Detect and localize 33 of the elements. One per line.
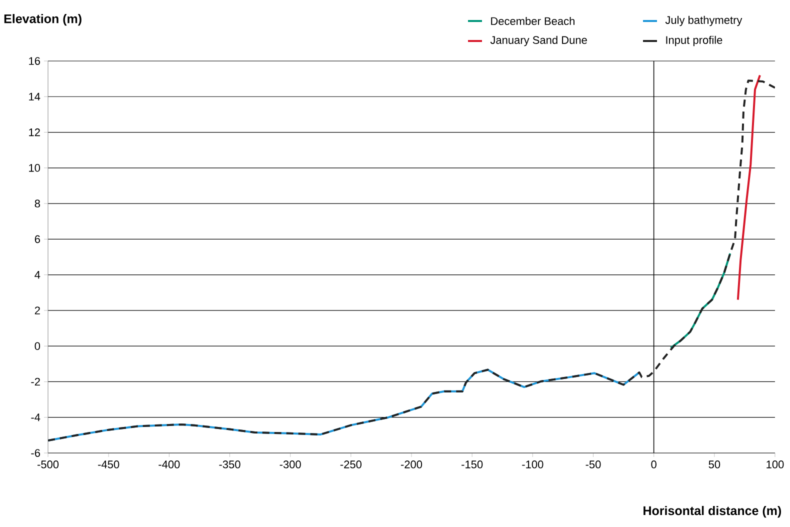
y-tick-label: 10 [29,164,40,172]
x-tick-label: -450 [98,460,120,468]
x-tick-label: -200 [400,460,422,468]
legend-label: January Sand Dune [490,36,587,46]
x-tick-label: -500 [37,460,59,468]
x-tick-label: -50 [586,460,601,468]
x-tick-label: -400 [158,460,180,468]
y-tick-label: -2 [31,378,40,386]
y-tick-label: 12 [29,128,40,136]
x-tick-label: -300 [280,460,301,468]
x-tick-label: -150 [462,460,483,468]
y-tick-label: 14 [29,92,40,100]
y-tick-label: 16 [29,57,40,65]
x-tick-label: 100 [766,460,784,468]
y-tick-label: 4 [34,271,40,279]
line-series [48,80,775,442]
y-tick-label: 8 [34,200,40,208]
y-tick-label: 6 [34,235,40,244]
legend-label: December Beach [491,16,574,26]
x-tick-label: -250 [340,460,362,468]
y-tick-label: -6 [31,449,40,457]
y-tick-label: 0 [34,342,40,350]
y-axis-title: Elevation (m) [4,14,82,26]
y-tick-label: -4 [31,414,40,422]
x-tick-label: 50 [708,460,720,468]
y-tick-label: 2 [34,306,40,314]
x-tick-label: -350 [219,460,240,468]
line-series [736,74,761,301]
x-axis-title: Horisontal distance (m) [644,506,782,518]
x-tick-label: -100 [522,460,544,468]
x-tick-label: 0 [651,460,656,468]
legend-label: July bathymetry [665,16,742,26]
legend-label: Input profile [666,36,722,46]
